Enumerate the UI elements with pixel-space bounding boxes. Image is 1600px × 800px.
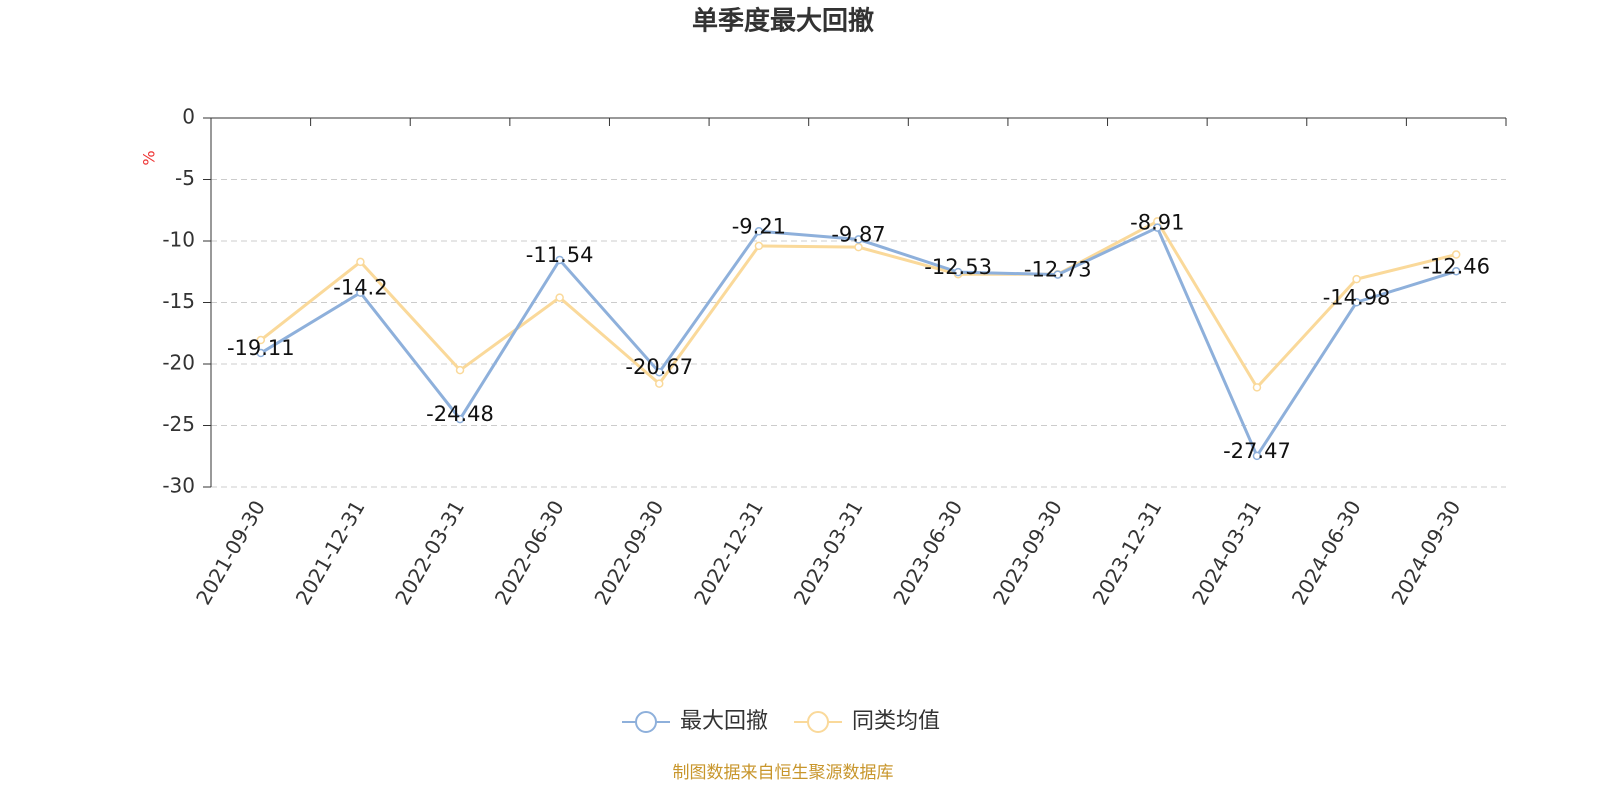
x-tick-label: 2023-09-30 bbox=[988, 496, 1067, 609]
x-tick-label: 2022-12-31 bbox=[689, 496, 768, 609]
data-label: -11.54 bbox=[526, 243, 594, 267]
point bbox=[754, 241, 764, 251]
point bbox=[1352, 274, 1361, 284]
x-tick-label: 2022-06-30 bbox=[490, 496, 569, 609]
point bbox=[1252, 383, 1262, 392]
x-tick-label: 2024-09-30 bbox=[1386, 496, 1465, 609]
x-tick-label: 2023-03-31 bbox=[789, 496, 868, 609]
point bbox=[1252, 451, 1262, 461]
x-tick-label: 2022-03-31 bbox=[390, 496, 469, 609]
point bbox=[655, 379, 664, 388]
point bbox=[555, 255, 564, 265]
data-label: -14.98 bbox=[1323, 285, 1391, 309]
y-axis-label: % bbox=[140, 150, 159, 165]
x-tick-label: 2023-12-31 bbox=[1088, 496, 1167, 609]
point bbox=[555, 293, 564, 302]
legend-label: 同类均值 bbox=[852, 709, 940, 734]
point bbox=[455, 365, 465, 375]
point bbox=[256, 348, 266, 358]
data-label: -12.53 bbox=[924, 255, 992, 279]
y-tick-label: -30 bbox=[162, 474, 195, 498]
point bbox=[1451, 267, 1461, 276]
point bbox=[356, 288, 365, 297]
point bbox=[455, 414, 465, 424]
x-tick-label: 2024-03-31 bbox=[1187, 496, 1266, 609]
y-tick-label: -25 bbox=[162, 412, 195, 436]
data-label: -24.48 bbox=[426, 402, 494, 426]
y-tick-label: 0 bbox=[182, 105, 195, 129]
legend-item[interactable]: 同类均值 bbox=[794, 709, 940, 734]
legend-marker bbox=[635, 711, 657, 733]
legend-item[interactable]: 最大回撤 bbox=[622, 709, 768, 734]
point bbox=[754, 227, 764, 236]
data-label: -14.2 bbox=[333, 276, 387, 300]
point bbox=[1352, 298, 1361, 307]
legend-label: 最大回撤 bbox=[680, 709, 768, 734]
chart-title: 单季度最大回撤 bbox=[692, 6, 874, 37]
data-label: -27.47 bbox=[1223, 439, 1291, 463]
x-tick-label: 2024-06-30 bbox=[1287, 496, 1366, 609]
data-label: -20.67 bbox=[625, 355, 693, 379]
data-label: -9.21 bbox=[732, 214, 786, 238]
data-label: -9.87 bbox=[831, 222, 885, 246]
point bbox=[854, 235, 863, 244]
point bbox=[655, 367, 664, 377]
x-tick-label: 2021-12-31 bbox=[291, 496, 370, 609]
point bbox=[1451, 250, 1461, 259]
legend-marker bbox=[807, 711, 830, 733]
point bbox=[356, 257, 365, 267]
point bbox=[1153, 223, 1162, 232]
data-label: -8.91 bbox=[1130, 211, 1184, 235]
y-tick-label: -15 bbox=[162, 289, 195, 313]
x-tick-label: 2022-09-30 bbox=[589, 496, 668, 609]
source-note: 制图数据来自恒生聚源数据库 bbox=[673, 763, 894, 783]
point bbox=[953, 267, 963, 277]
data-label: -12.73 bbox=[1024, 258, 1092, 282]
x-tick-label: 2021-09-30 bbox=[191, 496, 270, 609]
y-tick-label: -5 bbox=[175, 166, 195, 190]
y-tick-label: -10 bbox=[162, 228, 195, 252]
data-label: -12.46 bbox=[1422, 254, 1490, 278]
x-tick-label: 2023-06-30 bbox=[888, 496, 967, 609]
y-tick-label: -20 bbox=[162, 351, 195, 375]
data-label: -19.11 bbox=[227, 336, 295, 360]
point bbox=[256, 335, 266, 345]
point bbox=[1053, 270, 1062, 279]
